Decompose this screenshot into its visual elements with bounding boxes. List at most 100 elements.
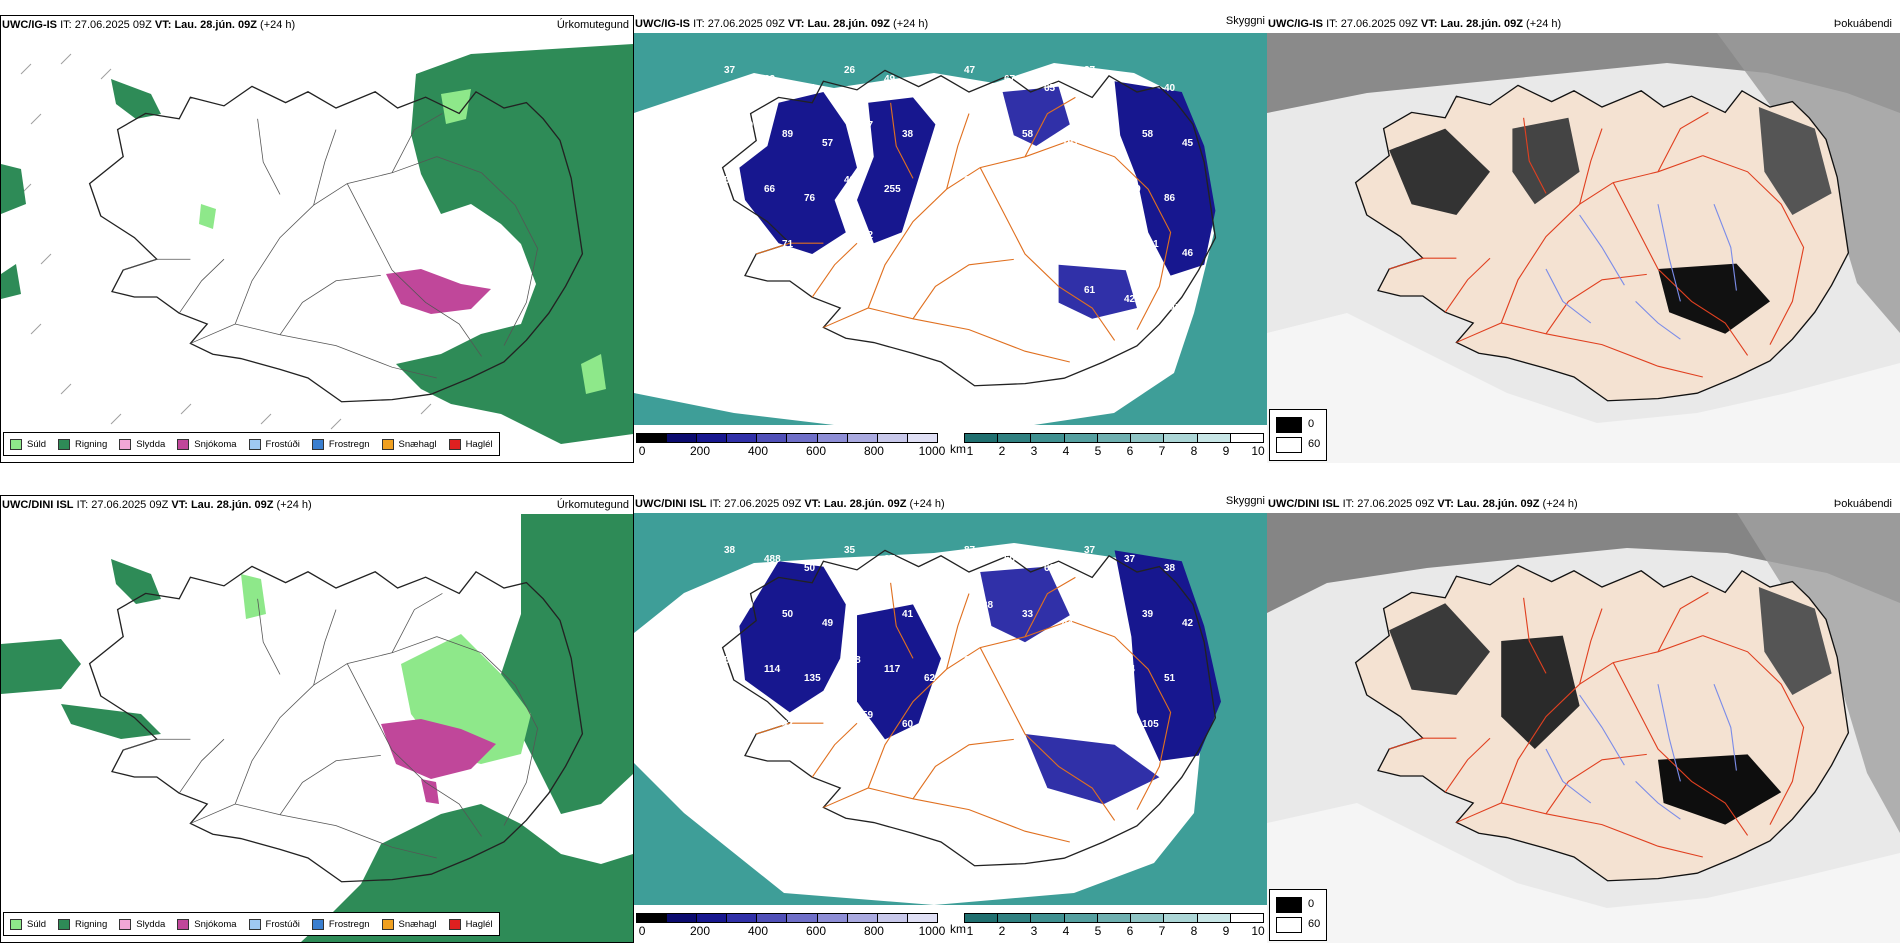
precip-legend: Súld Rigning Slydda Snjókoma Frostúði Frostre…	[3, 432, 500, 456]
colorbar-unit: km	[950, 922, 966, 936]
precip-legend-swatch	[119, 918, 132, 930]
precip-legend-item: Frostúði	[248, 918, 300, 930]
colorbar-tick-label: 400	[747, 444, 769, 458]
colorbar-bin	[787, 434, 818, 442]
precip-legend-label: Snjókoma	[194, 438, 237, 450]
cloud-base-value: 185	[1044, 673, 1061, 684]
colorbar-bin	[847, 914, 878, 922]
cloud-base-value: 63	[1044, 563, 1056, 574]
panel-header: UWC/IG-IS IT: 27.06.2025 09Z VT: Lau. 28…	[635, 18, 929, 30]
cloud-base-value: 181	[1142, 239, 1159, 250]
cloud-base-value: 53	[1062, 248, 1074, 259]
precip-legend-swatch	[10, 918, 22, 930]
cloud-base-value: 102	[964, 655, 981, 666]
fog-legend-white-swatch	[1276, 437, 1302, 453]
cloud-base-value: 35	[1004, 294, 1016, 305]
fog-legend-black-swatch	[1276, 897, 1302, 913]
colorbar-tick-label: 6	[1126, 444, 1134, 458]
cloud-base-value: 32	[1102, 120, 1114, 131]
fog-legend-min: 0	[1308, 898, 1315, 910]
colorbar-tick-label: 10	[1251, 924, 1265, 938]
precip-legend-item: Slydda	[119, 918, 166, 930]
fog-map	[1267, 513, 1900, 943]
colorbar-bin	[637, 914, 668, 922]
precip-legend-label: Súld	[27, 438, 47, 450]
cloud-base-value: 60	[902, 719, 914, 730]
colorbar-tick-label: 200	[690, 924, 711, 938]
colorbar-bin	[877, 914, 908, 922]
colorbar-tick-label: 1000	[918, 924, 946, 938]
cloud-base-value: 147	[1044, 303, 1061, 314]
cloud-base-value: 58	[1142, 129, 1154, 140]
cloud-base-value: 46	[1182, 248, 1194, 259]
fog-map	[1267, 33, 1900, 463]
precip-legend-swatch	[311, 438, 324, 450]
colorbar-bin	[697, 434, 728, 442]
precip-type-title: Úrkomutegund	[556, 19, 629, 31]
cloud-base-value: 67	[1084, 655, 1096, 666]
colorbar-tick-label: 3	[1030, 924, 1038, 938]
cloud-panel-row1: UWC/IG-IS IT: 27.06.2025 09Z VT: Lau. 28…	[634, 15, 1267, 463]
cloud-base-value: 429	[1124, 294, 1141, 305]
colorbar-bin	[965, 434, 999, 442]
cloud-base-value: 27	[884, 554, 896, 565]
precip-panel-row1: UWC/IG-IS IT: 27.06.2025 09Z VT: Lau. 28…	[0, 15, 634, 463]
colorbar-tick-label: 4	[1062, 924, 1070, 938]
precip-legend-item: Súld	[10, 918, 46, 930]
cloud-base-value: 42	[942, 728, 954, 739]
colorbar-tick-label: 10	[1251, 444, 1265, 458]
precip-map	[1, 514, 633, 942]
cloud-base-value: 135	[804, 673, 821, 684]
colorbar-tick-label: 1000	[918, 444, 946, 458]
colorbar-bin	[1197, 434, 1231, 442]
cloud-base-value: 255	[884, 184, 901, 195]
colorbar-bin	[1164, 914, 1198, 922]
colorbar-tick-label: 8	[1190, 444, 1198, 458]
precip-legend-label: Haglél	[465, 918, 493, 930]
cloud-base-value: 50	[1004, 554, 1016, 565]
colorbar-tick-label: 200	[690, 444, 711, 458]
cloud-map: 38 488 50 35 27 31 87 50 63 37 37 38 59 50 49 49 41 44 38 3…	[634, 513, 1267, 905]
colorbar-bin	[1164, 434, 1198, 442]
precip-legend-item: Haglél	[448, 438, 493, 450]
colorbar-bin	[1131, 914, 1165, 922]
cloud-base-value: 44	[942, 618, 954, 629]
precip-legend-label: Slydda	[136, 918, 166, 930]
cloud-base-value: 28	[742, 340, 754, 351]
precip-legend-item: Slydda	[119, 438, 166, 450]
colorbar-bin	[998, 434, 1032, 442]
cloud-base-value: 63	[1102, 230, 1114, 241]
cloud-base-value: 63	[764, 74, 776, 85]
colorbar-tick-label: 1	[966, 924, 974, 938]
precip-legend-swatch	[248, 438, 261, 450]
cloud-base-value: 59	[862, 710, 874, 721]
panel-header: UWC/DINI ISL IT: 27.06.2025 09Z VT: Lau.…	[2, 499, 312, 511]
visibility-title: Skyggni	[1225, 495, 1265, 507]
cloud-base-value: 52	[724, 655, 736, 666]
precip-legend-item: Rigning	[58, 918, 107, 930]
cloud-base-value: 50	[884, 294, 896, 305]
cloud-base-value: 89	[782, 129, 794, 140]
cloud-base-value: 42	[1182, 618, 1194, 629]
cloud-base-value: 117	[884, 664, 901, 675]
colorbar-tick-label: 3	[1030, 444, 1038, 458]
colorbar-tick-label: 7	[1158, 444, 1166, 458]
fog-panel-row1: UWC/IG-IS IT: 27.06.2025 09Z VT: Lau. 28…	[1267, 15, 1900, 463]
colorbar-bin	[1097, 434, 1132, 442]
precip-legend-label: Snæhagl	[398, 918, 437, 930]
cloud-base-value: 49	[822, 618, 834, 629]
precip-legend-label: Haglél	[465, 438, 493, 450]
precip-legend-label: Slydda	[136, 438, 166, 450]
colorbar-tick-label: 6	[1126, 924, 1134, 938]
precip-legend-label: Snæhagl	[398, 438, 437, 450]
precip-legend-label: Rigning	[75, 438, 108, 450]
colorbar-strip	[964, 913, 1264, 923]
precip-legend-swatch	[119, 438, 132, 450]
precip-legend-swatch	[177, 438, 190, 450]
cloud-base-value: 62	[924, 673, 936, 684]
fog-legend-min: 0	[1308, 418, 1315, 430]
precip-legend-swatch	[381, 438, 394, 450]
colorbar-bin	[1031, 914, 1065, 922]
precip-legend-swatch	[10, 438, 22, 450]
colorbar-unit: km	[950, 442, 966, 456]
